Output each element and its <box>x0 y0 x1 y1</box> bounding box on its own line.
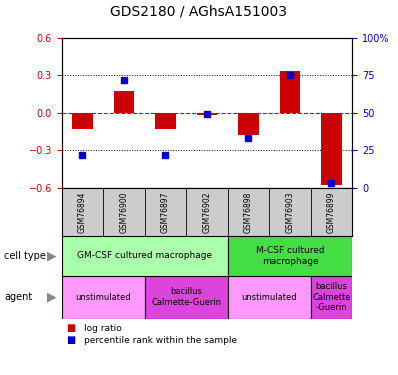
Bar <box>145 276 228 319</box>
Bar <box>321 112 342 185</box>
Text: M-CSF cultured
macrophage: M-CSF cultured macrophage <box>256 246 324 266</box>
Bar <box>228 236 352 276</box>
Text: bacillus
Calmette
-Guerin: bacillus Calmette -Guerin <box>312 282 351 312</box>
Text: GSM76898: GSM76898 <box>244 191 253 233</box>
Bar <box>197 112 217 115</box>
Bar <box>62 276 145 319</box>
Text: GSM76897: GSM76897 <box>161 191 170 233</box>
Text: unstimulated: unstimulated <box>75 293 131 302</box>
Text: GDS2180 / AGhsA151003: GDS2180 / AGhsA151003 <box>111 4 287 18</box>
Text: GM-CSF cultured macrophage: GM-CSF cultured macrophage <box>77 252 212 261</box>
Text: percentile rank within the sample: percentile rank within the sample <box>84 336 237 345</box>
Text: ▶: ▶ <box>47 249 57 262</box>
Bar <box>72 112 93 129</box>
Text: unstimulated: unstimulated <box>242 293 297 302</box>
Text: GSM76900: GSM76900 <box>119 191 129 233</box>
Text: ■: ■ <box>66 323 75 333</box>
Bar <box>238 112 259 135</box>
Bar <box>62 236 228 276</box>
Bar <box>113 91 135 112</box>
Text: GSM76899: GSM76899 <box>327 191 336 233</box>
Text: bacillus
Calmette-Guerin: bacillus Calmette-Guerin <box>151 288 221 307</box>
Text: GSM76894: GSM76894 <box>78 191 87 233</box>
Text: log ratio: log ratio <box>84 324 121 333</box>
Bar <box>280 71 300 112</box>
Text: ▶: ▶ <box>47 291 57 304</box>
Bar <box>228 276 311 319</box>
Text: ■: ■ <box>66 336 75 345</box>
Bar <box>155 112 176 129</box>
Bar <box>311 276 352 319</box>
Text: cell type: cell type <box>4 251 46 261</box>
Text: agent: agent <box>4 292 32 302</box>
Text: GSM76903: GSM76903 <box>285 191 295 233</box>
Text: GSM76902: GSM76902 <box>203 191 211 233</box>
